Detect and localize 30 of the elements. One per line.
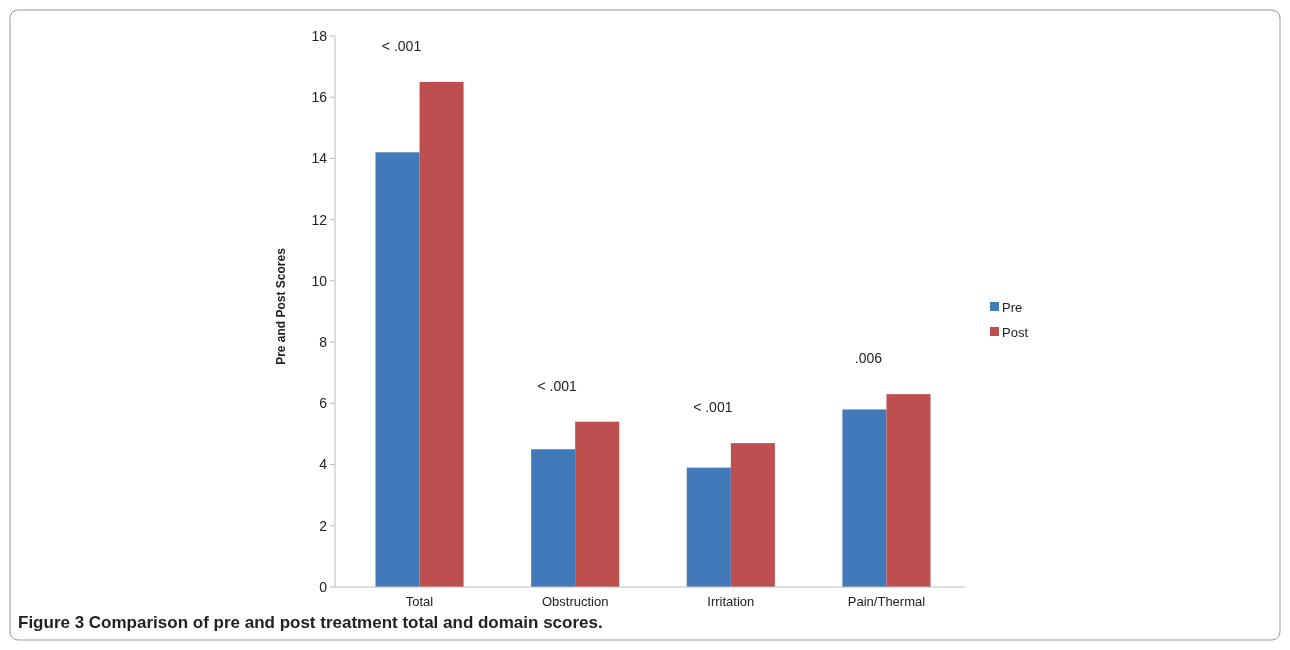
x-tick-label: Total bbox=[405, 594, 434, 609]
annotation: < .001 bbox=[537, 377, 578, 394]
bar bbox=[575, 421, 620, 587]
y-tick-label: 8 bbox=[319, 334, 328, 351]
y-axis-title: Pre and Post Scores bbox=[274, 247, 288, 365]
text: Figure 3 Comparison of pre and post treatment total and domain scores. bbox=[18, 613, 603, 632]
bar bbox=[531, 449, 576, 587]
y-tick-label: 18 bbox=[311, 27, 328, 44]
annotation: < .001 bbox=[693, 399, 733, 416]
bar bbox=[686, 467, 731, 587]
bar bbox=[730, 443, 775, 587]
bar bbox=[842, 409, 887, 587]
bar bbox=[419, 81, 464, 587]
x-tick-label: Obstruction bbox=[541, 594, 609, 609]
y-tick-label: 10 bbox=[311, 272, 328, 289]
bar bbox=[375, 152, 420, 587]
y-tick-label: 6 bbox=[319, 395, 328, 412]
x-tick-label: Irritation bbox=[707, 594, 755, 609]
y-tick-label: 4 bbox=[319, 456, 328, 473]
y-tick-label: 2 bbox=[319, 517, 328, 534]
annotation: < .001 bbox=[381, 37, 422, 54]
annotation: .006 bbox=[854, 350, 883, 367]
y-tick-label: 14 bbox=[311, 150, 328, 167]
legend-label: Pre bbox=[1002, 299, 1023, 315]
y-tick-label: 0 bbox=[319, 578, 328, 595]
y-tick-label: 16 bbox=[311, 89, 328, 106]
bar bbox=[886, 394, 931, 587]
legend-label: Post bbox=[1002, 324, 1029, 340]
y-tick-label: 12 bbox=[311, 211, 328, 228]
x-tick-label: Pain/Thermal bbox=[847, 594, 926, 609]
